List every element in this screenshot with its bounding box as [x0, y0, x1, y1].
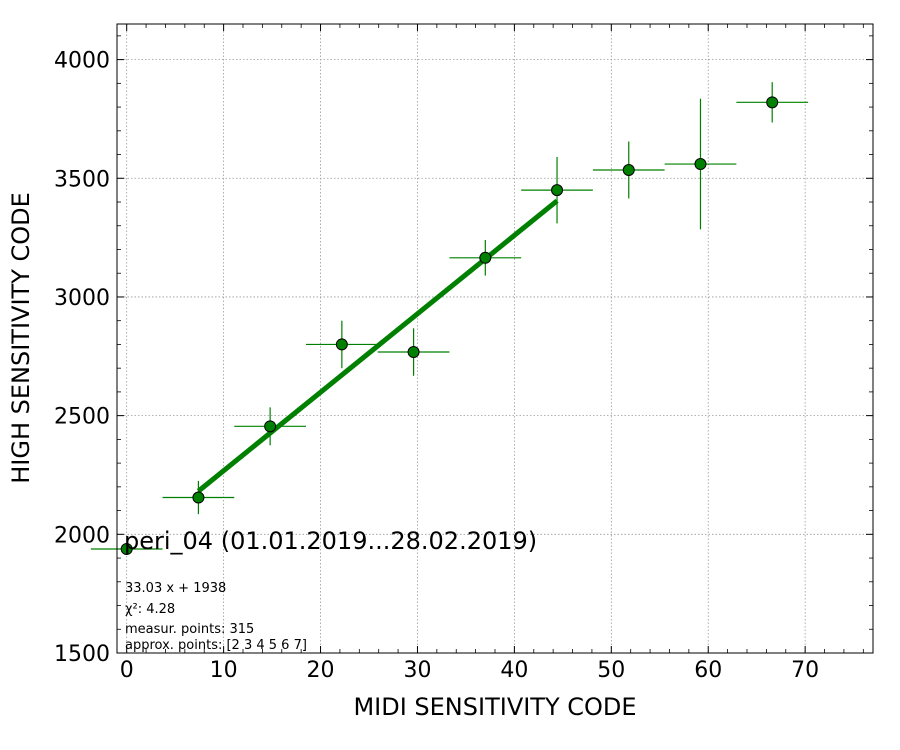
data-point-group — [736, 82, 809, 123]
data-point-group — [306, 320, 378, 369]
data-point-group — [664, 98, 737, 230]
y-tick-label: 4000 — [54, 49, 110, 74]
data-point-group — [521, 156, 593, 224]
x-tick-label: 50 — [597, 658, 625, 683]
x-tick-label: 70 — [791, 658, 819, 683]
data-point-group — [377, 328, 450, 376]
tick-labels: 0 10 20 30 40 50 60 70 1500 2000 2500 3000 3500 4000 — [54, 49, 819, 683]
y-tick-label: 2000 — [54, 523, 110, 548]
annotation-chi2: χ²: 4.28 — [125, 602, 175, 617]
y-tick-label: 2500 — [54, 405, 110, 430]
chart-title: peri_04 (01.01.2019...28.02.2019) — [124, 527, 537, 555]
y-tick-label: 3500 — [54, 167, 110, 192]
x-tick-label: 10 — [210, 658, 238, 683]
x-tick-label: 40 — [500, 658, 528, 683]
axis-ticks — [117, 24, 873, 654]
data-point-group — [234, 407, 306, 446]
data-points — [90, 82, 809, 556]
y-tick-label: 3000 — [54, 286, 110, 311]
data-point — [264, 420, 277, 433]
data-point — [192, 491, 205, 504]
data-point — [622, 163, 635, 176]
fit-line — [196, 198, 559, 494]
x-axis-label: MIDI SENSITIVITY CODE — [353, 693, 636, 721]
x-tick-label: 20 — [307, 658, 335, 683]
x-tick-label: 30 — [403, 658, 431, 683]
data-point — [120, 543, 133, 556]
fit-line-group — [196, 198, 559, 494]
data-point-group — [90, 543, 163, 556]
annotation-approx-points: approx. points: [2 3 4 5 6 7] — [125, 638, 307, 653]
annotation-fit-equation: 33.03 x + 1938 — [125, 581, 226, 596]
data-point — [766, 96, 779, 109]
data-point-group — [449, 239, 522, 276]
x-tick-label: 60 — [694, 658, 722, 683]
plot-frame — [116, 23, 874, 654]
data-point — [551, 184, 564, 197]
data-point-group — [162, 480, 235, 515]
annotation-measur-points: measur. points: 315 — [125, 622, 254, 637]
data-point-group — [592, 141, 665, 199]
data-point — [694, 158, 707, 171]
y-axis-label: HIGH SENSITIVITY CODE — [7, 192, 35, 484]
y-tick-label: 1500 — [54, 642, 110, 667]
data-point — [407, 346, 420, 359]
data-point — [479, 251, 492, 264]
data-point — [335, 338, 348, 351]
x-tick-label: 0 — [120, 658, 134, 683]
grid — [117, 24, 873, 654]
